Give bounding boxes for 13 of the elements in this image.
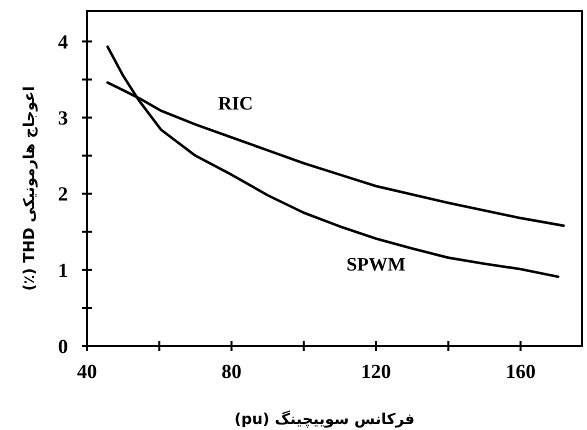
y-tick-label: 1 [58, 260, 68, 282]
x-tick-label: 40 [77, 361, 97, 383]
x-tick-label: 80 [222, 361, 242, 383]
x-axis-title: فرکانس سوییچینگ (pu) [234, 410, 415, 428]
y-tick-label: 3 [58, 108, 68, 130]
series-label: SPWM [346, 254, 406, 276]
x-tick-label: 120 [361, 361, 392, 383]
x-tick-label: 160 [506, 361, 536, 383]
y-tick-label: 2 [58, 184, 68, 206]
y-tick-label: 4 [58, 31, 68, 54]
series-label: RIC [218, 93, 253, 114]
y-axis-title: اعوجاج هارمونیکی THD (٪) [20, 86, 38, 291]
y-tick-label: 0 [58, 336, 68, 358]
